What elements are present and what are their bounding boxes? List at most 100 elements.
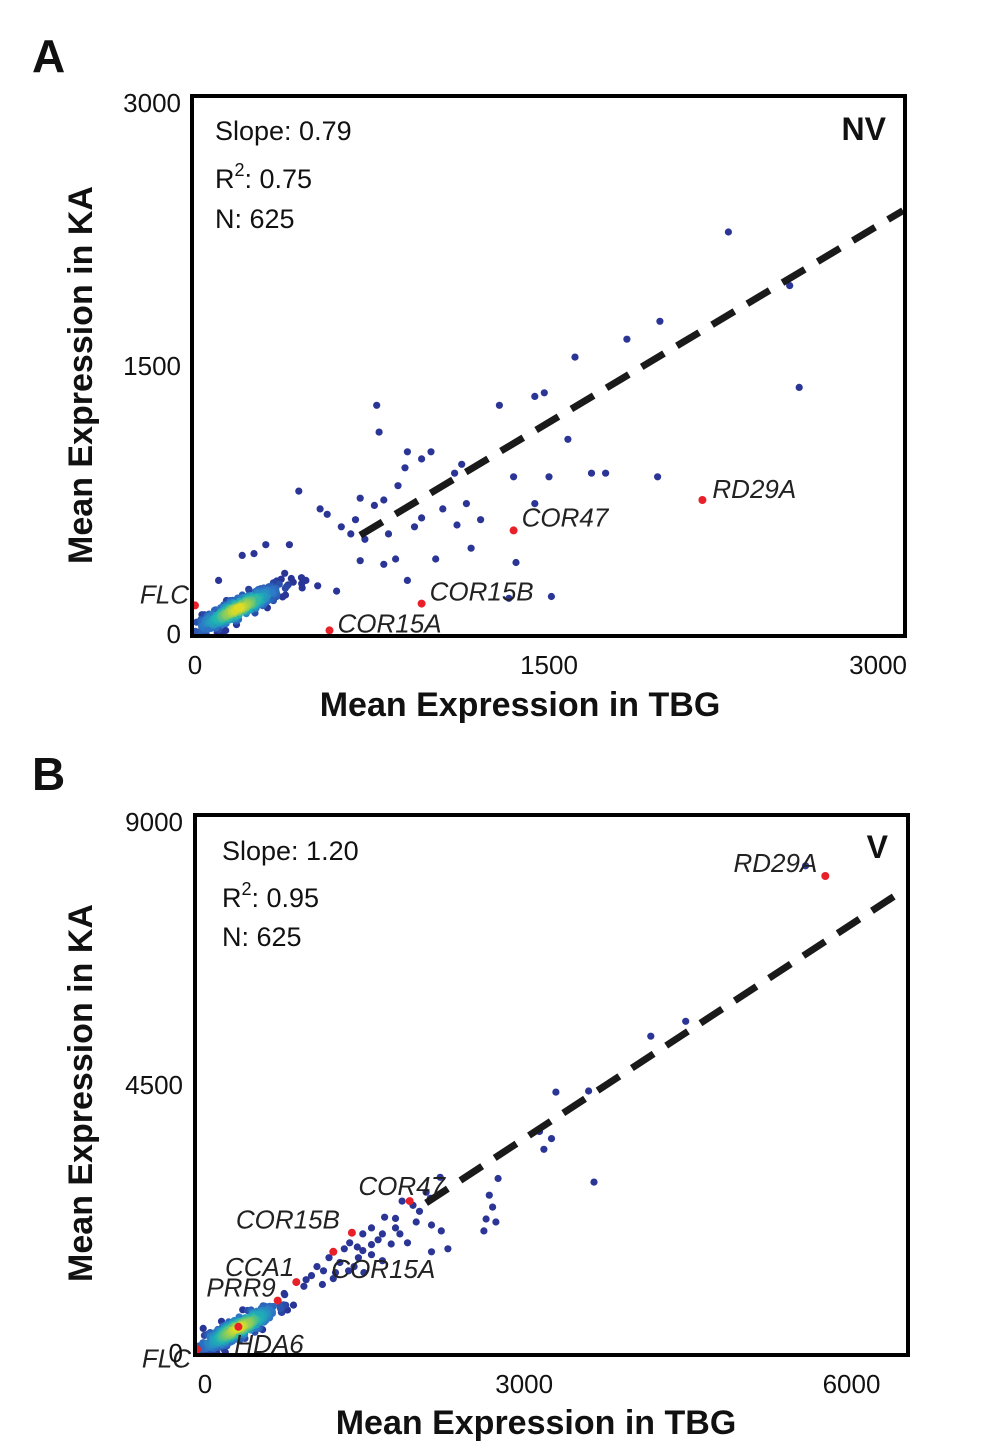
panel-b-gene-point-cor15a: [329, 1247, 338, 1256]
panel-b-point: [313, 1263, 321, 1271]
panel-a-point: [298, 580, 306, 588]
panel-b-point: [444, 1245, 452, 1253]
panel-a-gene-point-cor47: [509, 526, 518, 535]
panel-a-point: [795, 383, 803, 391]
panel-b-point: [359, 1230, 367, 1238]
panel-a-point: [564, 435, 572, 443]
panel-b-point: [336, 1258, 344, 1267]
panel-a-point: [316, 505, 324, 513]
panel-a-point: [245, 586, 253, 594]
panel-a-point: [654, 473, 662, 481]
panel-a-point: [281, 569, 289, 577]
panel-b-point: [378, 1230, 386, 1238]
panel-b-point: [353, 1243, 361, 1251]
panel-a-point: [453, 521, 461, 529]
panel-b-gene-point-prr9: [273, 1296, 282, 1305]
panel-b-point: [289, 1301, 298, 1309]
panel-a-r2: R2: 0.75: [215, 160, 312, 194]
panel-a-gene-point-rd29a: [698, 496, 707, 504]
panel-a-point: [356, 557, 364, 565]
panel-a-fit-line-group: [358, 207, 905, 539]
panel-a-point: [418, 455, 426, 463]
panel-b-x-tick-label: 3000: [495, 1369, 553, 1399]
panel-a-point: [403, 576, 411, 585]
panel-b-gene-label-prr9: PRR9: [206, 1273, 275, 1303]
panel-b-point: [302, 1276, 310, 1284]
panel-a-point: [439, 505, 447, 513]
panel-a-point: [380, 496, 388, 504]
panel-a-point: [287, 574, 295, 583]
panel-a-point: [512, 558, 520, 567]
panel-b-plot-frame: [193, 813, 910, 1357]
panel-b-point: [329, 1275, 337, 1283]
panel-b-point: [585, 1087, 593, 1095]
panel-b-gene-point-cca1: [292, 1278, 301, 1287]
panel-a-point: [351, 516, 360, 524]
panel-b-point: [552, 1088, 560, 1096]
panel-a-point: [323, 510, 331, 518]
panel-a-point: [373, 401, 381, 409]
panel-b-point: [482, 1215, 490, 1223]
panel-b-condition: V: [867, 829, 889, 865]
panel-a-point: [587, 469, 596, 477]
panel-b-gene-point-cor47: [405, 1197, 414, 1206]
panel-a-n: N: 625: [215, 204, 295, 234]
panel-a-point: [392, 555, 400, 563]
panel-b-point: [345, 1267, 353, 1275]
panel-b-point: [398, 1197, 406, 1205]
panel-a-point: [427, 448, 435, 456]
panel-b-y-ticks: 0 4500 9000: [125, 807, 183, 1368]
panel-b-x-ticks: 0 3000 6000: [198, 1369, 881, 1399]
panel-a-x-ticks: 0 1500 3000: [188, 650, 907, 680]
panel-a-point: [432, 555, 440, 563]
panel-b-point: [367, 1251, 376, 1259]
panel-b-fit-line-group: [424, 885, 908, 1206]
panel-a-point: [531, 500, 539, 508]
panel-b-x-axis-title: Mean Expression in TBG: [336, 1404, 737, 1442]
panel-b-point: [346, 1239, 354, 1247]
panel-a-point: [215, 576, 223, 585]
panel-a-point: [418, 514, 426, 522]
panel-b-point: [802, 862, 810, 870]
panel-b-point: [494, 1174, 502, 1183]
panel-a-point: [238, 551, 246, 560]
panel-b-point: [325, 1254, 333, 1262]
panel-b-point: [340, 1245, 348, 1253]
panel-a-point: [495, 401, 503, 409]
panel-b-gene-point-rd29a: [821, 872, 830, 880]
panel-a-condition: NV: [842, 111, 887, 147]
panel-a-point: [656, 317, 664, 325]
panel-b-point: [387, 1240, 395, 1248]
panel-a-point: [333, 587, 341, 595]
panel-a-point: [337, 523, 345, 531]
panel-b-point: [403, 1239, 412, 1247]
panel-b-point: [427, 1248, 436, 1256]
panel-a-gene-label-cor15a: COR15A: [338, 608, 442, 638]
panel-letter-a: A: [32, 30, 65, 82]
panel-b-x-tick-label: 0: [198, 1369, 212, 1399]
panel-a-gene-point-cor15b: [417, 599, 426, 608]
panel-a-point: [724, 228, 733, 236]
panel-a-point: [786, 282, 794, 290]
panel-b-point: [492, 1218, 500, 1226]
panel-b-point: [412, 1218, 420, 1226]
panel-b-y-axis-title: Mean Expression in KA: [62, 904, 100, 1282]
panel-a-point: [540, 389, 548, 397]
panel-b-gene-point-hda6: [234, 1322, 243, 1331]
panel-letter-b: B: [32, 748, 65, 800]
panel-a-point: [285, 541, 293, 549]
panel-a-point: [458, 460, 466, 468]
panel-a-y-tick-label: 1500: [123, 351, 181, 381]
panel-a-point: [509, 473, 518, 481]
panel-a-gene-label-flc: FLC: [140, 579, 189, 609]
panel-a-point: [571, 353, 579, 361]
panel-b-point: [300, 1282, 308, 1290]
panel-a-y-tick-label: 0: [167, 619, 181, 649]
panel-b-point: [396, 1230, 404, 1238]
panel-a-point: [295, 487, 303, 495]
panel-a-point: [375, 428, 383, 436]
panel-a-point: [233, 604, 242, 612]
panel-a-point: [602, 469, 610, 477]
panel-b-point: [489, 1203, 497, 1211]
